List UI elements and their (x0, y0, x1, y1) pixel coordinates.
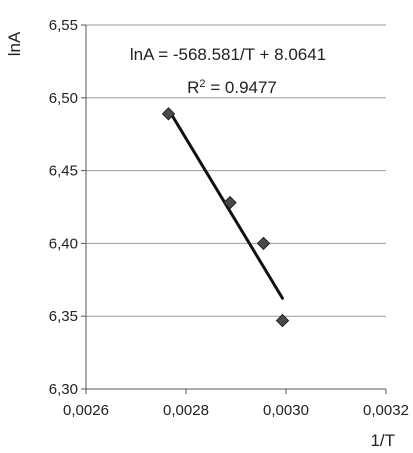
annotation-layer: lnA = -568.581/T + 8.0641 R2 = 0.9477 (130, 45, 326, 97)
axis-titles: lnA 1/T (5, 31, 395, 450)
y-tick-label: 6,40 (49, 235, 78, 252)
data-points (161, 107, 290, 328)
r-squared-letter: R (187, 78, 199, 97)
x-axis-title: 1/T (370, 431, 395, 450)
r-squared-exponent: 2 (199, 78, 205, 90)
y-tick-label: 6,45 (49, 163, 78, 180)
data-point (223, 195, 237, 210)
axes: 6,30 6,35 6,40 6,45 6,50 6,55 0,0026 0,0028 0,00… (49, 17, 409, 419)
x-tick-label: 0,0032 (363, 402, 409, 419)
y-tick-label: 6,35 (49, 308, 78, 325)
data-point (275, 313, 290, 328)
y-tick-label: 6,30 (49, 381, 78, 398)
data-point (161, 107, 176, 121)
x-tick-label: 0,0030 (263, 402, 309, 419)
x-tick-label: 0,0026 (63, 402, 109, 419)
y-axis-title: lnA (5, 31, 24, 56)
y-tick-label: 6,50 (49, 90, 78, 107)
y-tick-label: 6,55 (49, 17, 78, 34)
r-squared-value: = 0.9477 (206, 78, 277, 97)
r-squared-label: R2 = 0.9477 (187, 78, 277, 97)
data-point (256, 236, 271, 251)
trendline-equation: lnA = -568.581/T + 8.0641 (130, 45, 326, 64)
x-tick-label: 0,0028 (163, 402, 209, 419)
